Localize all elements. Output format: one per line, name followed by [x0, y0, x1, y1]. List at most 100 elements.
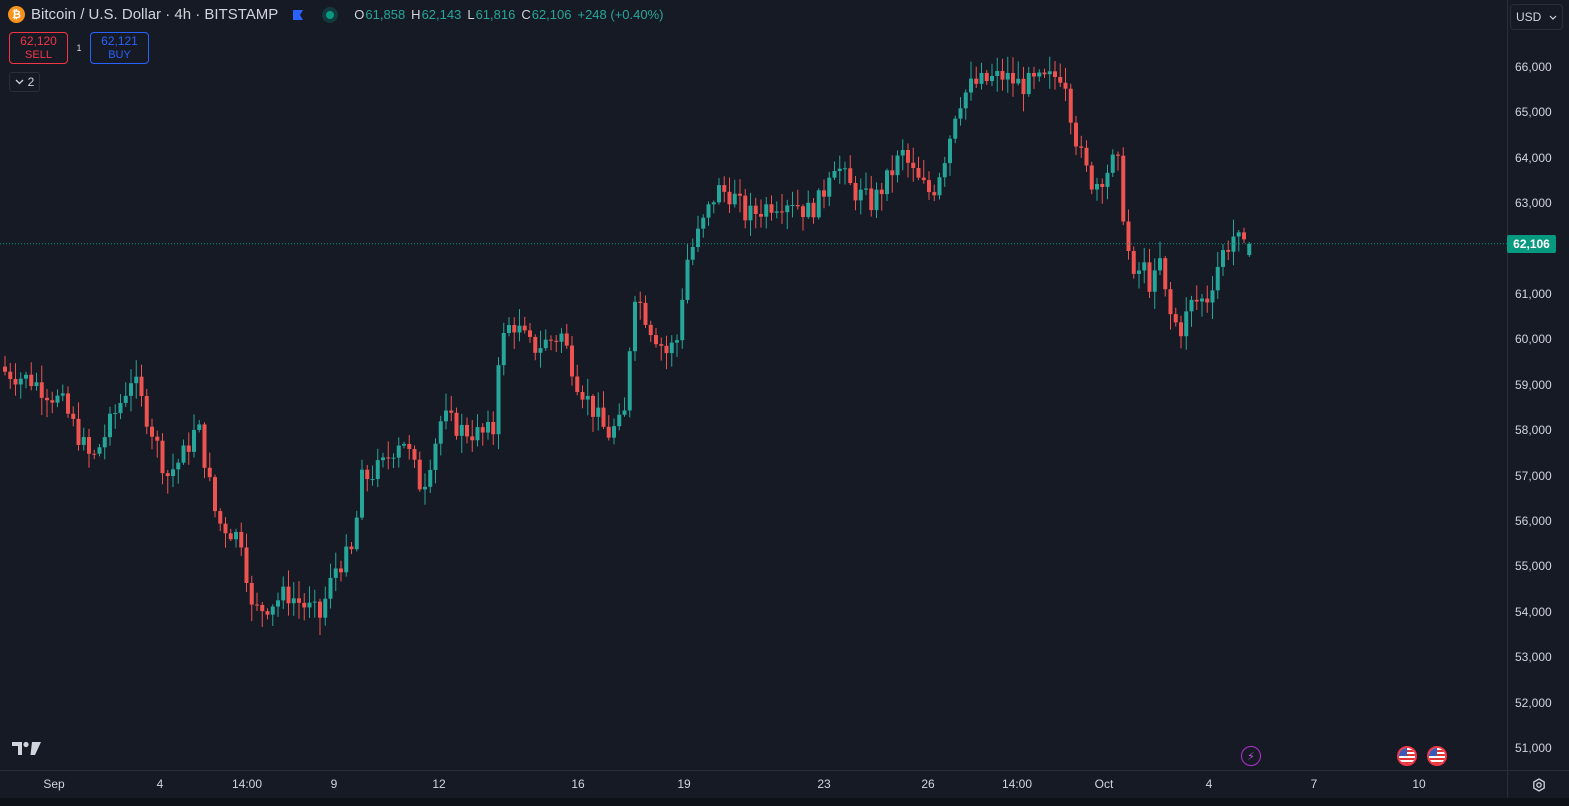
candle	[879, 182, 884, 211]
candle-body	[1184, 311, 1189, 337]
candle-body	[1026, 72, 1031, 95]
candle-body	[732, 193, 737, 205]
candle-body	[1000, 70, 1005, 80]
candle-body	[328, 577, 333, 599]
candle	[465, 417, 469, 444]
candle	[969, 61, 973, 101]
price-label: 54,000	[1515, 604, 1552, 619]
candle-body	[1221, 250, 1225, 267]
candle	[1037, 69, 1042, 82]
candle-body	[412, 449, 417, 460]
candle	[396, 437, 401, 468]
us-flag-event-icon[interactable]	[1427, 746, 1447, 766]
market-status-icon[interactable]	[322, 6, 339, 23]
candle-body	[370, 479, 375, 481]
candle-body	[344, 546, 349, 573]
candle	[1226, 240, 1231, 261]
lightning-event-icon[interactable]: ⚡	[1241, 746, 1261, 766]
candle-body	[764, 204, 769, 217]
price-label: 55,000	[1515, 559, 1552, 574]
candle	[375, 448, 380, 488]
candle	[963, 89, 968, 120]
candle	[538, 330, 543, 368]
candle-body	[895, 155, 900, 176]
candle	[554, 335, 559, 352]
symbol-title[interactable]: Bitcoin / U.S. Dollar · 4h · BITSTAMP	[31, 6, 279, 23]
currency-label: USD	[1516, 10, 1542, 24]
candle	[207, 452, 212, 482]
buy-button[interactable]: 62,121 BUY	[90, 32, 149, 64]
candle-body	[517, 325, 522, 333]
candle-body	[1042, 72, 1047, 75]
candle-body	[1131, 251, 1136, 274]
candle	[874, 182, 879, 219]
candle-body	[286, 586, 291, 604]
indicators-toggle-button[interactable]: 2	[9, 72, 40, 92]
candle-body	[911, 162, 916, 169]
candle	[690, 238, 695, 266]
tradingview-logo-icon[interactable]	[12, 740, 42, 756]
candle	[286, 570, 291, 616]
candle-body	[1100, 183, 1105, 187]
candle-body	[239, 531, 244, 548]
time-scale[interactable]	[0, 770, 1507, 799]
candle-body	[696, 228, 700, 247]
chart-settings-button[interactable]	[1507, 770, 1569, 799]
candle	[1184, 297, 1189, 350]
candle	[1179, 315, 1183, 349]
candle	[1247, 242, 1252, 257]
candle-body	[664, 345, 669, 354]
candle	[837, 155, 842, 184]
candle-body	[948, 138, 952, 164]
candle	[60, 384, 65, 402]
candle-body	[255, 604, 259, 606]
candle-body	[848, 168, 853, 184]
candle	[239, 522, 244, 556]
currency-select[interactable]: USD	[1510, 4, 1563, 30]
candle	[853, 176, 858, 211]
candle-body	[612, 426, 616, 438]
candle-body	[538, 348, 543, 353]
candle	[18, 372, 23, 399]
candle	[900, 139, 905, 171]
candle-body	[1032, 72, 1036, 77]
candle-body	[633, 301, 637, 352]
candle-body	[1168, 289, 1173, 315]
candle	[1189, 295, 1194, 327]
candle-body	[433, 443, 438, 470]
candle	[234, 528, 238, 548]
candle-body	[648, 324, 653, 336]
candle	[249, 575, 254, 622]
candle-body	[66, 393, 70, 414]
candle-body	[1105, 172, 1110, 187]
candle-body	[738, 193, 742, 196]
candle-body	[1095, 183, 1099, 190]
bookmark-flag-icon[interactable]	[292, 9, 304, 21]
candle-body	[753, 205, 758, 215]
candle	[680, 288, 685, 349]
candle-body	[659, 344, 664, 346]
candle	[921, 160, 926, 184]
open-value: 61,858	[365, 7, 406, 22]
candle-body	[417, 459, 422, 490]
candle	[87, 428, 91, 468]
us-flag-event-icon[interactable]	[1397, 746, 1417, 766]
candle	[1221, 244, 1225, 276]
candle-body	[207, 467, 212, 478]
candle	[885, 168, 889, 201]
candle-body	[528, 330, 532, 337]
candle	[228, 528, 233, 542]
price-scale[interactable]	[1507, 0, 1569, 770]
chevron-down-icon	[1549, 15, 1557, 20]
candle	[580, 385, 585, 409]
sell-button[interactable]: 62,120 SELL	[9, 32, 68, 64]
candle-body	[339, 568, 343, 573]
candle-body	[491, 421, 496, 435]
candle-body	[717, 185, 721, 203]
candle-body	[365, 469, 370, 480]
candle-body	[601, 407, 606, 427]
candle	[601, 391, 606, 429]
chart-pane[interactable]	[0, 0, 1507, 770]
candle-body	[402, 444, 406, 446]
candle	[134, 360, 139, 399]
